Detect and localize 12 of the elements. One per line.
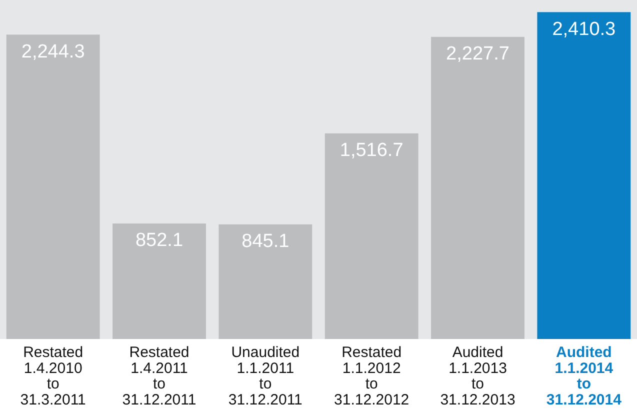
x-tick-label: Audited 1.1.2013 to 31.12.2013: [440, 344, 516, 408]
data-label: 2,244.3: [21, 41, 85, 62]
x-tick-label: Restated 1.4.2010 to 31.3.2011: [20, 344, 86, 408]
data-label: 845.1: [242, 231, 290, 252]
data-label: 852.1: [135, 230, 184, 252]
x-tick-label: Audited 1.1.2014 to 31.12.2014: [546, 344, 622, 408]
x-tick-label: Restated 1.1.2012 to 31.12.2012: [334, 344, 410, 408]
data-label: 1,516.7: [340, 140, 404, 162]
data-label: 2,227.7: [446, 44, 510, 65]
x-tick-label: Restated 1.4.2011 to 31.12.2011: [122, 344, 196, 408]
x-tick-label: Unaudited 1.1.2011 to 31.12.2011: [228, 344, 302, 408]
data-label: 2,410.3: [552, 18, 616, 40]
